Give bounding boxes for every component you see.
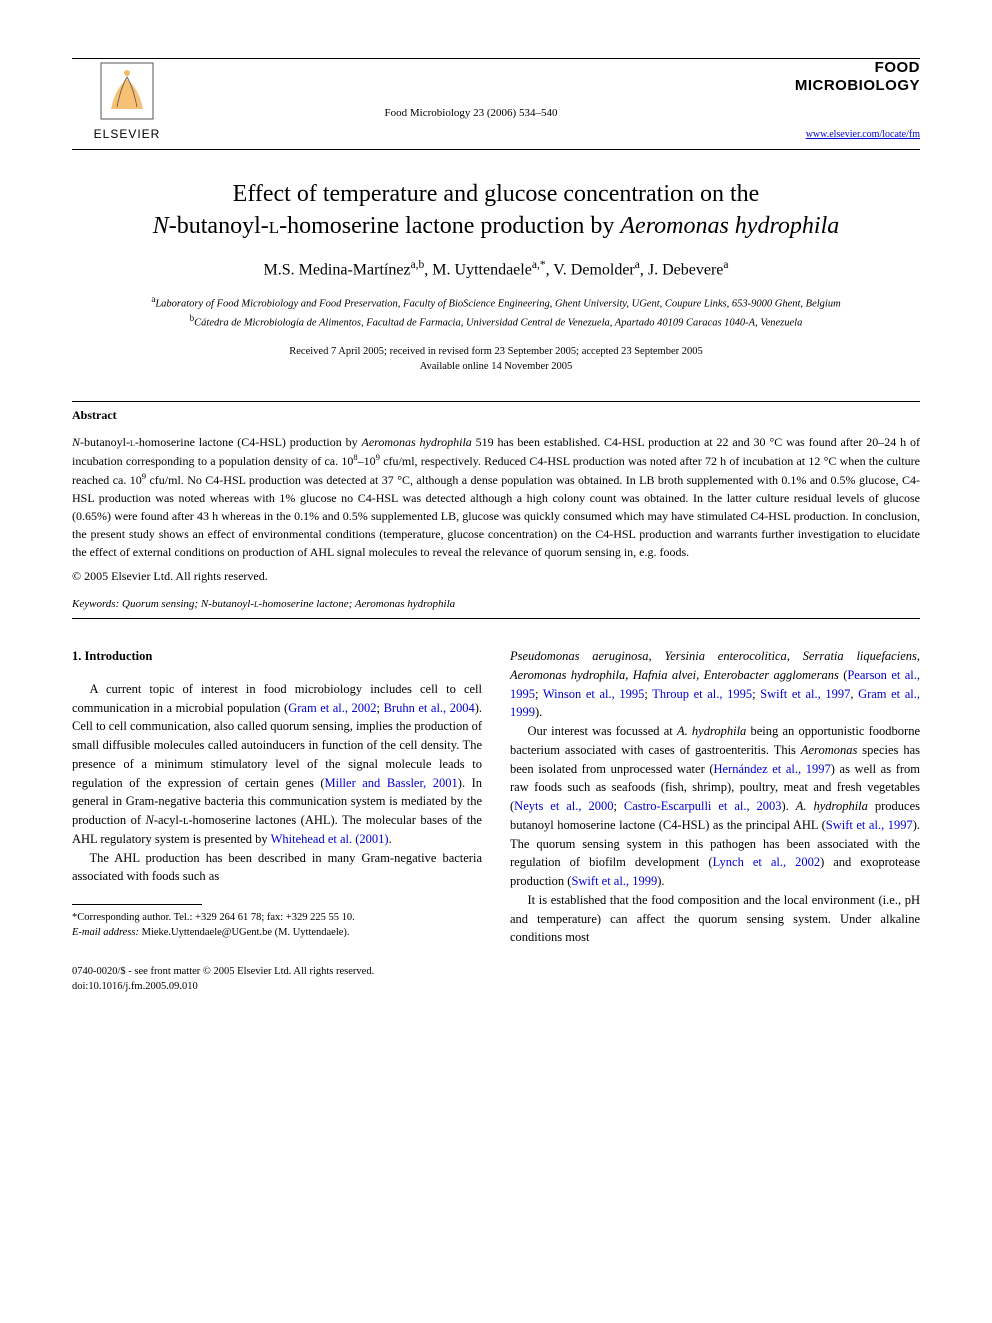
ref-lynch-2002[interactable]: Lynch et al., 2002 [713,855,821,869]
journal-brand-line2: MICROBIOLOGY [760,77,920,95]
ref-swift-1999[interactable]: Swift et al., 1999 [571,874,657,888]
article-title: Effect of temperature and glucose concen… [72,178,920,243]
keywords-text: Quorum sensing; N-butanoyl-l-homoserine … [119,598,455,610]
intro-p1: A current topic of interest in food micr… [72,680,482,849]
column-right: Pseudomonas aeruginosa, Yersinia enteroc… [510,647,920,947]
intro-p3: Our interest was focussed at A. hydrophi… [510,722,920,891]
affil-a: Laboratory of Food Microbiology and Food… [155,299,840,310]
footnote-email-value: Mieke.Uyttendaele@UGent.be (M. Uyttendae… [139,927,350,938]
journal-brand: FOOD MICROBIOLOGY www.elsevier.com/locat… [760,59,920,140]
publisher-block: ELSEVIER [72,59,182,141]
title-line1: Effect of temperature and glucose concen… [233,181,760,207]
publisher-name: ELSEVIER [94,127,161,141]
ref-hernandez-1997[interactable]: Hernández et al., 1997 [714,762,831,776]
footnote-corresponding: *Corresponding author. Tel.: +329 264 61… [72,911,482,926]
keywords: Keywords: Quorum sensing; N-butanoyl-l-h… [72,598,920,610]
title-species: Aeromonas hydrophila [620,213,839,239]
affiliations: aLaboratory of Food Microbiology and Foo… [72,293,920,332]
intro-p1-cont: Pseudomonas aeruginosa, Yersinia enteroc… [510,647,920,722]
abstract-text: N-butanoyl-l-homoserine lactone (C4-HSL)… [72,433,920,561]
ref-whitehead-2001[interactable]: Whitehead et al. (2001) [271,832,389,846]
authors: M.S. Medina-Martíneza,b, M. Uyttendaelea… [72,259,920,279]
body-columns: 1. Introduction A current topic of inter… [72,647,920,947]
journal-brand-line1: FOOD [760,59,920,77]
keywords-label: Keywords: [72,598,119,610]
ref-winson-1995[interactable]: Winson et al., 1995 [543,687,644,701]
footnote-email-label: E-mail address: [72,927,139,938]
ref-swift-1997[interactable]: Swift et al., 1997 [760,687,850,701]
abstract-rule-bottom [72,618,920,619]
abstract-rule-top [72,401,920,402]
footnotes: *Corresponding author. Tel.: +329 264 61… [72,911,482,940]
ref-gram-2002[interactable]: Gram et al., 2002 [288,701,376,715]
title-mid: -butanoyl- [169,213,269,239]
intro-p4: It is established that the food composit… [510,891,920,947]
header-row: ELSEVIER Food Microbiology 23 (2006) 534… [72,59,920,141]
elsevier-logo-icon [95,59,159,123]
column-left: 1. Introduction A current topic of inter… [72,647,482,947]
ref-miller-bassler-2001[interactable]: Miller and Bassler, 2001 [325,776,458,790]
abstract-heading: Abstract [72,408,920,423]
journal-url-link[interactable]: www.elsevier.com/locate/fm [760,129,920,140]
ref-swift-1997b[interactable]: Swift et al., 1997 [826,818,913,832]
title-rest: -homoserine lactone production by [279,213,620,239]
intro-p2: The AHL production has been described in… [72,849,482,887]
header-rule-bottom [72,149,920,150]
abstract-copyright: © 2005 Elsevier Ltd. All rights reserved… [72,569,920,584]
doi-line: doi:10.1016/j.fm.2005.09.010 [72,980,920,995]
article-dates: Received 7 April 2005; received in revis… [72,344,920,376]
dates-received: Received 7 April 2005; received in revis… [289,346,702,357]
front-matter-line: 0740-0020/$ - see front matter © 2005 El… [72,965,920,980]
title-n: N [153,213,169,239]
title-l: l [269,213,279,239]
ref-neyts-2000[interactable]: Neyts et al., 2000 [514,799,613,813]
footnote-separator [72,904,202,905]
ref-throup-1995[interactable]: Throup et al., 1995 [652,687,752,701]
ref-bruhn-2004[interactable]: Bruhn et al., 2004 [384,701,475,715]
footnote-email: E-mail address: Mieke.Uyttendaele@UGent.… [72,926,482,941]
affil-b: Cátedra de Microbiología de Alimentos, F… [194,318,802,329]
section-1-heading: 1. Introduction [72,647,482,666]
journal-reference: Food Microbiology 23 (2006) 534–540 [182,59,760,119]
ref-castro-2003[interactable]: Castro-Escarpulli et al., 2003 [624,799,782,813]
dates-online: Available online 14 November 2005 [420,361,573,372]
bottom-meta: 0740-0020/$ - see front matter © 2005 El… [72,965,920,994]
